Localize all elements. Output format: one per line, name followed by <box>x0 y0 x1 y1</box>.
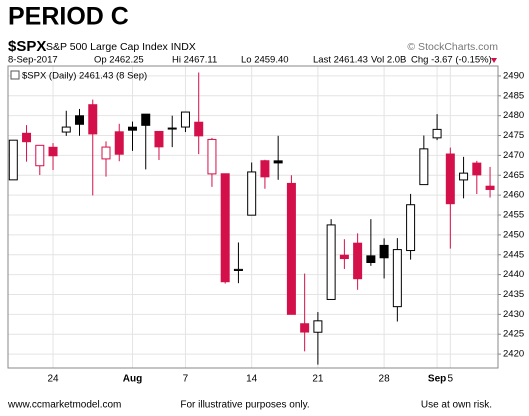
candle-body <box>485 185 495 190</box>
candle-body <box>286 182 296 315</box>
candle-body <box>114 131 124 155</box>
candle-body <box>300 323 310 333</box>
candle-body <box>180 111 190 128</box>
footer-right: Use at own risk. <box>421 400 492 411</box>
y-tick-label: 2445 <box>503 249 524 260</box>
x-tick-label: 5 <box>448 374 454 385</box>
candle-body <box>273 160 283 164</box>
candle-body <box>233 268 243 271</box>
y-tick-label: 2430 <box>503 309 524 320</box>
down-arrow <box>491 58 497 63</box>
candle-body <box>22 132 32 143</box>
x-tick-label: 7 <box>183 374 189 385</box>
plot-area <box>8 66 501 368</box>
y-tick-label: 2460 <box>503 190 524 201</box>
footer-center: For illustrative purposes only. <box>180 400 309 411</box>
candle-body <box>260 160 270 178</box>
quote: Hi 2467.11 <box>172 55 217 66</box>
candle-body <box>194 121 204 137</box>
x-tick-label: 14 <box>246 374 258 385</box>
candle-body <box>167 127 177 130</box>
source: © StockCharts.com <box>407 41 498 53</box>
y-tick-label: 2490 <box>503 70 524 81</box>
quote-date: 8-Sep-2017 <box>8 55 58 66</box>
x-tick-label: 21 <box>312 374 324 385</box>
candle-body <box>101 146 111 160</box>
candle-body <box>247 171 257 216</box>
candle-body <box>432 128 442 139</box>
y-tick-label: 2455 <box>503 210 524 221</box>
legend-icon <box>10 70 20 80</box>
y-tick-label: 2450 <box>503 229 524 240</box>
candle-body <box>419 148 429 186</box>
plot-frame <box>7 65 499 369</box>
candle-body <box>339 254 349 260</box>
y-tick-label: 2425 <box>503 329 524 340</box>
candle-body <box>61 126 71 133</box>
candle-body <box>353 242 363 280</box>
candle-body <box>445 153 455 205</box>
candle-body <box>141 113 151 126</box>
x-tick-label: 24 <box>47 374 59 385</box>
candle-body <box>207 138 217 175</box>
candle-body <box>127 126 137 131</box>
candle-body <box>8 139 18 181</box>
y-tick-label: 2475 <box>503 130 524 141</box>
y-tick-label: 2485 <box>503 90 524 101</box>
candle-body <box>379 244 389 259</box>
candle-body <box>366 255 376 263</box>
candle-body <box>88 104 98 135</box>
candle-body <box>35 144 45 167</box>
candle-body <box>392 249 402 308</box>
legend: $SPX (Daily) 2461.43 (8 Sep) <box>22 71 147 82</box>
x-tick-label: Sep <box>428 374 446 385</box>
y-tick-label: 2470 <box>503 150 524 161</box>
candle-body <box>48 146 58 157</box>
candle-body <box>154 130 164 148</box>
x-tick-label: 28 <box>379 374 391 385</box>
candle-body <box>313 320 323 333</box>
footer-left: www.ccmarketmodel.com <box>7 400 121 411</box>
candle-body <box>75 115 85 125</box>
quote: Lo 2459.40 <box>241 55 289 66</box>
candle-body <box>326 224 336 300</box>
y-tick-label: 2465 <box>503 170 524 181</box>
quote: Op 2462.25 <box>94 55 144 66</box>
quote: Chg -3.67 (-0.15%) <box>411 55 492 66</box>
candle-body <box>459 172 469 181</box>
quote: Last 2461.43 <box>313 55 368 66</box>
y-tick-label: 2435 <box>503 289 524 300</box>
symbol: $SPX <box>8 38 46 55</box>
y-tick-label: 2420 <box>503 349 524 360</box>
candle-body <box>472 162 482 176</box>
symbol-name: S&P 500 Large Cap Index INDX <box>46 41 196 53</box>
candle-body <box>220 173 230 283</box>
chart-title: PERIOD C <box>8 3 129 31</box>
y-tick-label: 2440 <box>503 269 524 280</box>
quote: Vol 2.0B <box>371 55 406 66</box>
x-tick-label: Aug <box>123 374 142 385</box>
candle-body <box>406 204 416 252</box>
y-tick-label: 2480 <box>503 110 524 121</box>
